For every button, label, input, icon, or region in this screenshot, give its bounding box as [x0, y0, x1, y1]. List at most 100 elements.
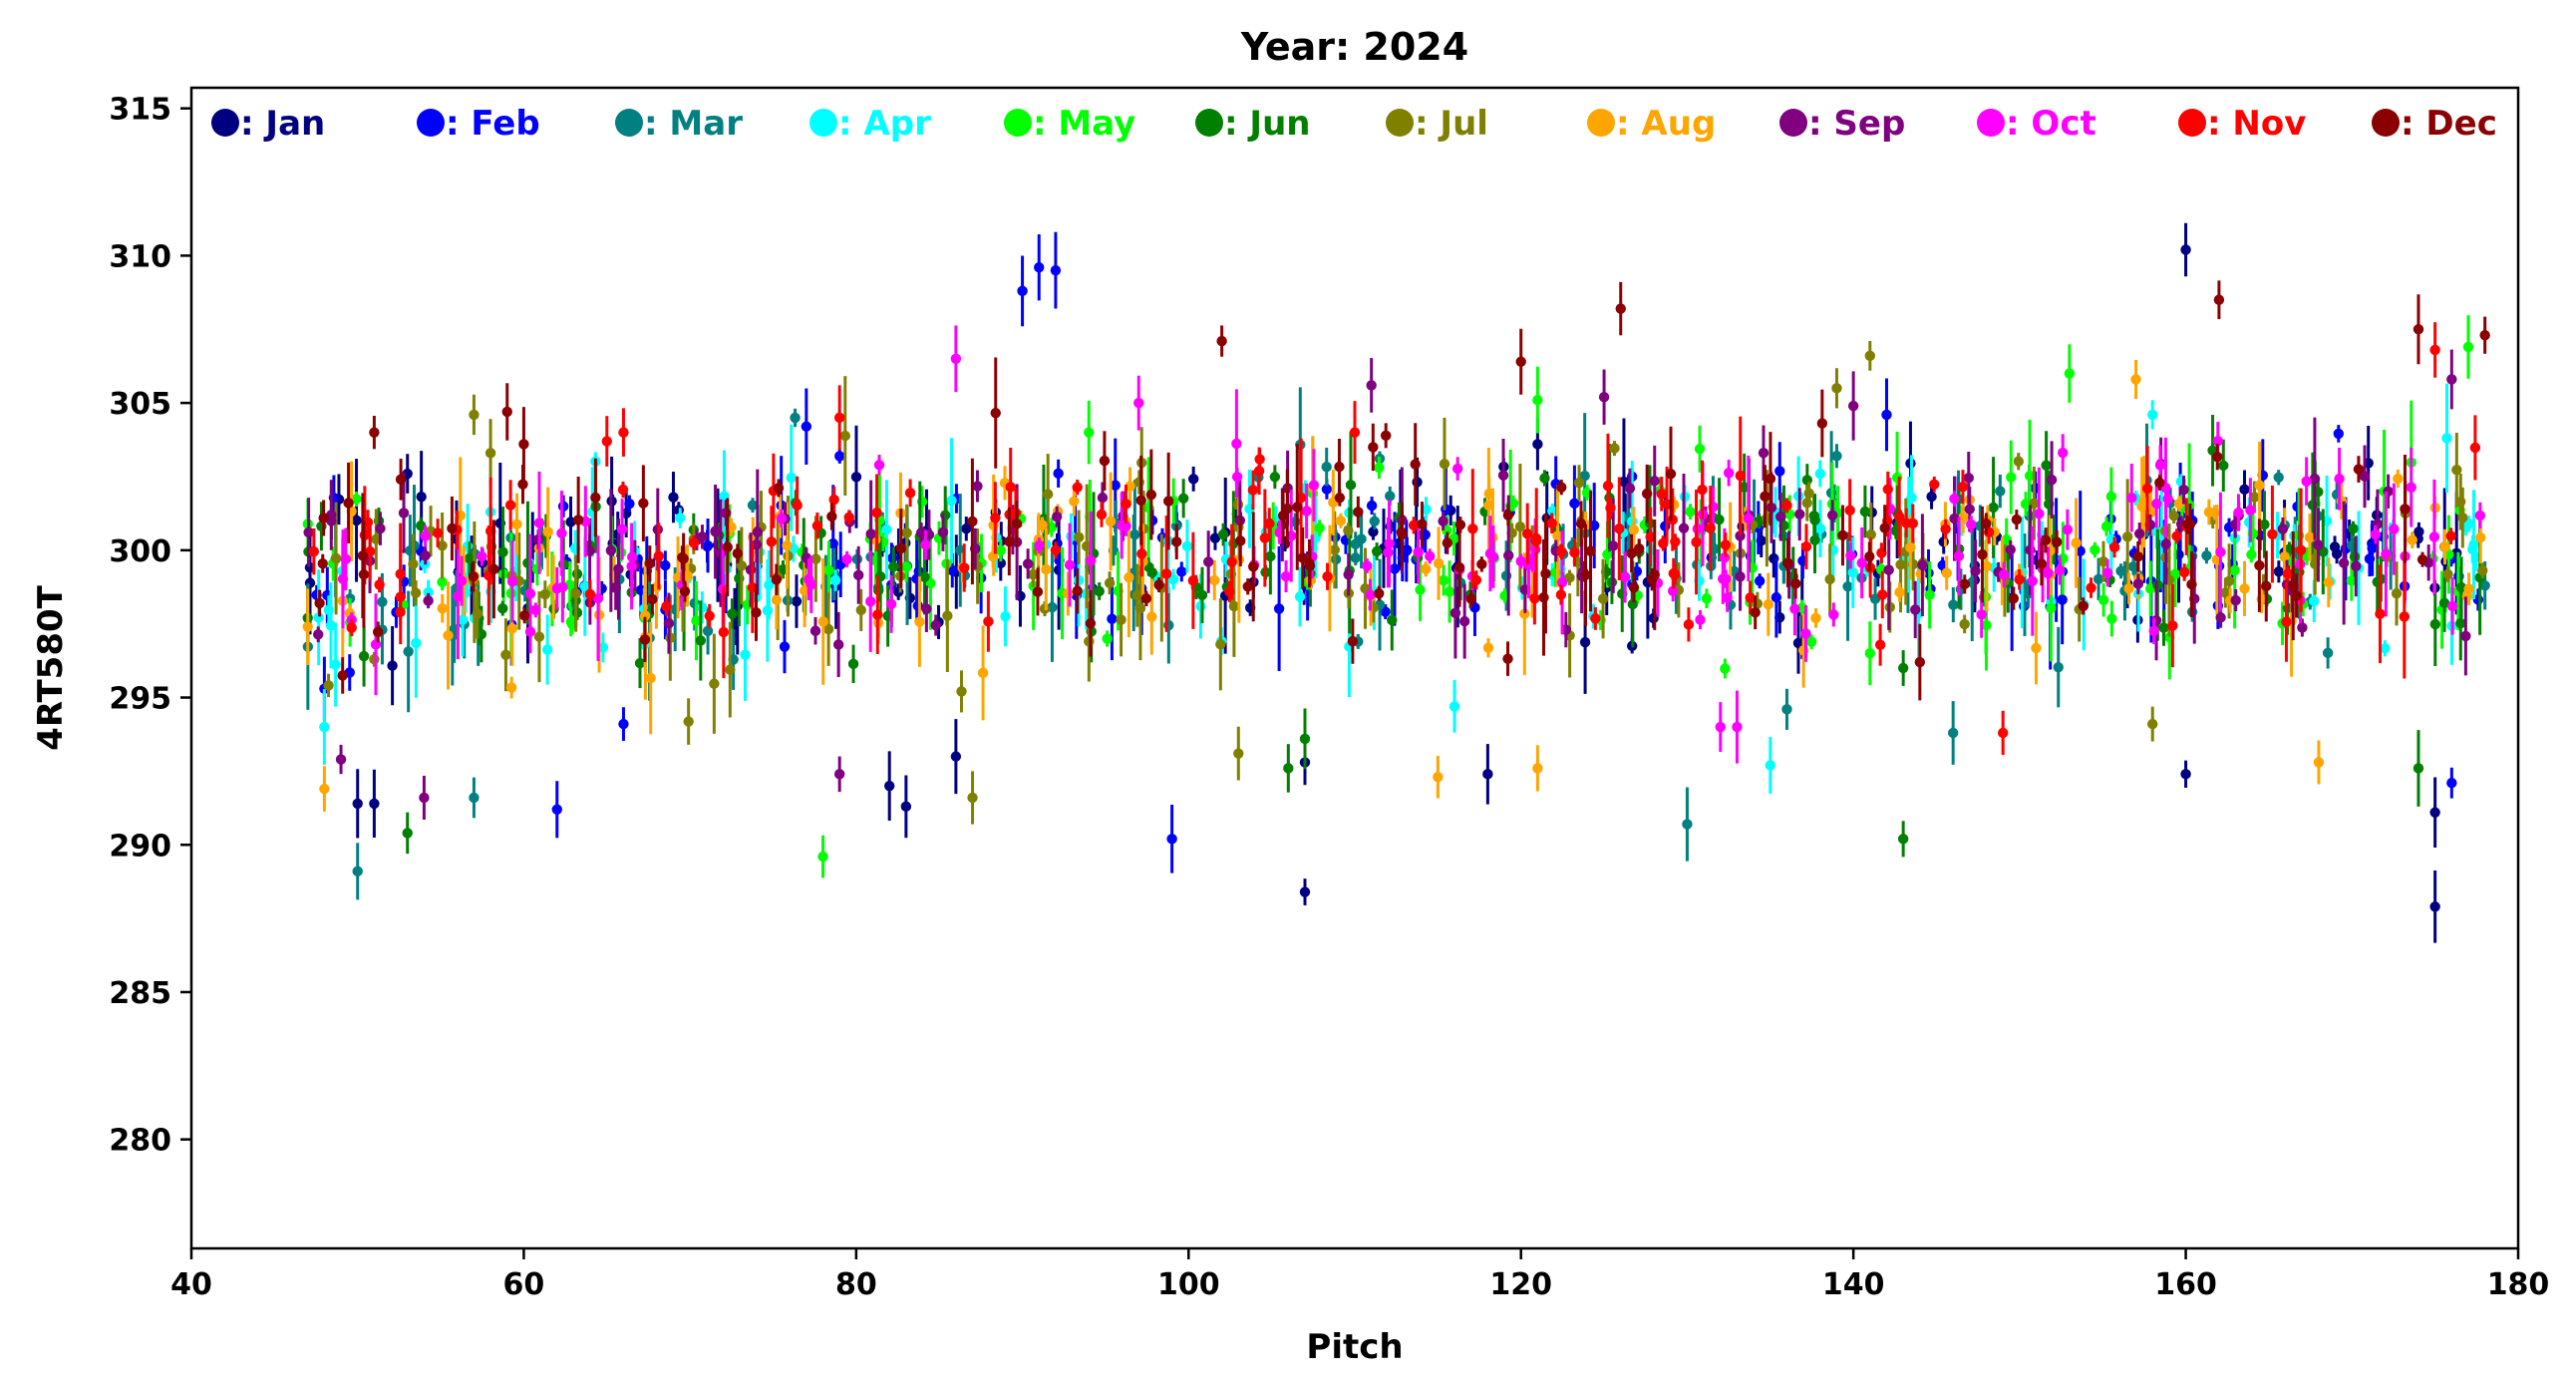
- series-oct-marker: [1413, 546, 1424, 558]
- series-mar-marker: [1947, 727, 1959, 739]
- series-may-point: [1438, 564, 1449, 596]
- series-feb-marker: [834, 451, 845, 462]
- series-nov-marker: [1957, 482, 1969, 493]
- series-aug-marker: [799, 585, 810, 596]
- series-dec-point: [638, 465, 649, 542]
- series-may-point: [1374, 456, 1385, 480]
- series-aug-marker: [1810, 612, 1821, 624]
- series-jan-point: [1187, 466, 1199, 492]
- series-dec-point: [1538, 538, 1549, 656]
- series-nov-marker: [1521, 528, 1533, 539]
- series-sep-point: [1458, 583, 1470, 659]
- series-dec-marker: [1235, 535, 1246, 546]
- series-dec-point: [2212, 443, 2223, 471]
- series-jan-point: [2180, 222, 2191, 277]
- series-nov-point: [843, 510, 854, 525]
- series-dec-marker: [1334, 492, 1346, 504]
- series-feb-marker: [618, 718, 629, 730]
- series-jan-point: [2239, 470, 2250, 510]
- series-apr-marker: [541, 644, 553, 655]
- series-nov-point: [1877, 570, 1888, 619]
- series-sep-marker: [2005, 544, 2016, 555]
- series-dec-marker: [1004, 535, 1015, 547]
- series-mar-marker: [469, 792, 480, 804]
- series-dec-point: [2186, 551, 2197, 617]
- series-may-point: [1507, 495, 1519, 512]
- series-jun-marker: [464, 552, 476, 564]
- series-dec-point: [1162, 452, 1174, 550]
- series-jun-point: [497, 507, 508, 598]
- series-jul-marker: [1329, 544, 1341, 555]
- series-aug-point: [1125, 467, 1135, 506]
- series-oct-point: [2370, 524, 2382, 544]
- series-nov-point: [2399, 554, 2410, 679]
- series-jul-marker: [2013, 456, 2024, 467]
- series-jul-marker: [371, 533, 382, 545]
- series-sep-point: [1598, 369, 1610, 425]
- series-oct-point: [950, 325, 962, 393]
- series-may-marker: [1507, 498, 1519, 509]
- series-jul-marker: [1514, 520, 1526, 532]
- series-dec-point: [1334, 439, 1345, 496]
- series-dec-marker: [639, 634, 651, 645]
- series-nov-marker: [1894, 511, 1905, 522]
- series-aug-marker: [1335, 516, 1347, 526]
- series-feb-marker: [557, 501, 569, 512]
- series-nov-point: [2445, 527, 2456, 544]
- series-dec-marker: [1297, 552, 1308, 563]
- series-jan-point: [884, 751, 895, 821]
- series-nov-point: [2375, 564, 2386, 664]
- series-jun-point: [1196, 566, 1208, 623]
- series-may-marker: [2090, 544, 2100, 555]
- series-mar-marker: [352, 866, 363, 877]
- series-sep-marker: [1022, 558, 1034, 569]
- series-jan-marker: [961, 523, 972, 534]
- series-mar-point: [747, 498, 759, 514]
- series-oct-marker: [524, 588, 536, 599]
- series-apr-marker: [762, 605, 774, 616]
- series-aug-marker: [1958, 512, 1969, 523]
- series-may-point: [1444, 560, 1455, 623]
- series-dec-point: [677, 545, 688, 569]
- series-sep-marker: [832, 639, 844, 650]
- series-mar-point: [1831, 444, 1842, 469]
- series-nov-marker: [1187, 575, 1199, 586]
- series-may-marker: [2462, 341, 2474, 353]
- series-jun-point: [1897, 821, 1909, 858]
- series-dec-marker: [1502, 653, 1513, 664]
- series-dec-marker: [572, 515, 584, 525]
- series-oct-marker: [1949, 494, 1960, 505]
- series-oct-point: [841, 550, 852, 568]
- series-dec-marker: [1465, 593, 1477, 604]
- series-aug-point: [1941, 555, 1952, 590]
- series-jul-marker: [369, 654, 380, 665]
- series-nov-marker: [1656, 489, 1667, 500]
- series-dec-marker: [1959, 578, 1970, 590]
- series-jun-point: [1371, 542, 1383, 560]
- series-dec-marker: [1628, 582, 1640, 593]
- legend-item-oct-marker: [1977, 109, 2005, 137]
- series-jul-marker: [330, 552, 342, 564]
- series-dec-marker: [2479, 329, 2490, 341]
- legend-item-feb: : Feb: [417, 104, 540, 144]
- series-dec-point: [395, 459, 407, 501]
- series-nov-marker: [1467, 523, 1478, 534]
- series-nov-marker: [1259, 532, 1271, 543]
- series-aug-marker: [1105, 516, 1117, 527]
- series-nov-marker: [958, 562, 970, 573]
- y-tick-label: 290: [109, 829, 171, 864]
- series-dec-marker: [771, 574, 783, 585]
- series-oct-point: [1362, 558, 1373, 573]
- series-sep-marker: [1970, 565, 1981, 576]
- x-tick-label: 140: [1822, 1267, 1885, 1302]
- series-nov-point: [2267, 485, 2278, 583]
- series-oct-point: [530, 602, 541, 618]
- series-dec-point: [1750, 595, 1761, 630]
- series-oct-point: [2406, 447, 2416, 527]
- series-dec-marker: [967, 516, 978, 527]
- series-aug-marker: [987, 551, 999, 562]
- series-oct-marker: [2148, 625, 2159, 636]
- series-jul-marker: [437, 540, 448, 551]
- series-sep-marker: [2309, 473, 2321, 485]
- series-mar-marker: [1831, 451, 1842, 462]
